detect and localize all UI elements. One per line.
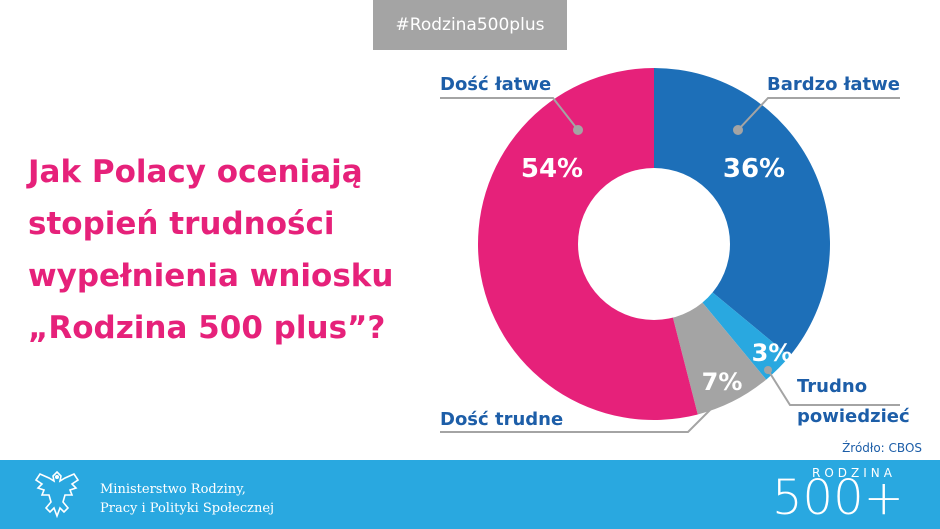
label-trudno: Trudno (797, 376, 867, 397)
brand-rodzina: RODZINA (812, 466, 896, 480)
chart-question-title: Jak Polacy oceniają stopień trudności wy… (28, 146, 448, 354)
value-label-7: 7% (702, 368, 743, 396)
leader-dot (573, 125, 583, 135)
leader-bardzo (737, 97, 900, 131)
leader-dot (733, 125, 743, 135)
ministry-line: Pracy i Polityki Społecznej (100, 501, 275, 516)
value-label-3: 3% (752, 339, 793, 367)
label-powiedziec: powiedzieć (797, 406, 910, 427)
value-label-36: 36% (723, 154, 785, 184)
question-line: „Rodzina 500 plus”? (28, 310, 386, 346)
leader-dosc-trudne (440, 401, 719, 433)
eagle-emblem-icon (34, 470, 80, 519)
leader-dot (764, 366, 772, 374)
hashtag-banner: #Rodzina500plus (373, 0, 567, 50)
donut-slice-0 (654, 68, 830, 357)
label-dosc-trudne: Dość trudne (440, 409, 563, 430)
donut-hole (578, 168, 730, 320)
leader-dosc-latwe (440, 97, 579, 131)
question-line: stopień trudności (28, 206, 335, 242)
footer-bar (0, 460, 940, 529)
brand-500plus: 500+ (772, 470, 904, 526)
label-bardzo-latwe: Bardzo łatwe (767, 74, 900, 95)
source-note: Źródło: CBOS (842, 441, 922, 455)
leader-trudno (767, 369, 900, 406)
value-label-54: 54% (521, 154, 583, 184)
question-line: wypełnienia wniosku (28, 258, 394, 294)
ministry-name: Ministerstwo Rodziny, Pracy i Polityki S… (100, 480, 274, 518)
question-line: Jak Polacy oceniają (28, 154, 363, 190)
leader-lines (440, 97, 900, 433)
ministry-line: Ministerstwo Rodziny, (100, 482, 246, 497)
label-dosc-latwe: Dość łatwe (440, 74, 551, 95)
